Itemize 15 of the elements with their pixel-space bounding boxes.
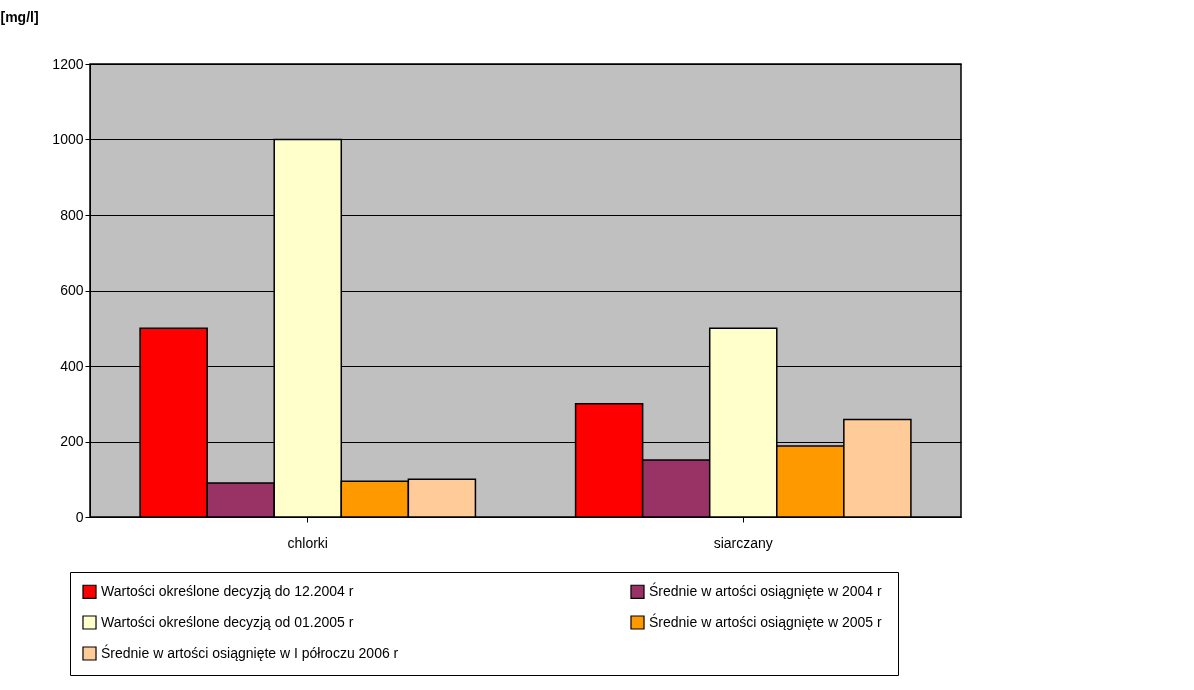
y-tick-label: 1200: [52, 55, 84, 72]
y-tick-label: 600: [60, 282, 84, 298]
legend-label: Wartości określone decyzją od 01.2005 r: [101, 613, 354, 630]
y-tick-label: 400: [60, 357, 84, 374]
y-tick-label: 200: [60, 433, 84, 449]
y-axis-title: [mg/l]: [0, 8, 39, 25]
y-tick-label: 1000: [52, 131, 84, 147]
y-tick-label: 0: [75, 508, 84, 525]
legend-label: Średnie w artości osiągnięte w 2005 r: [649, 612, 883, 630]
legend-label: Średnie w artości osiągnięte w I półroczu 2006 r: [101, 643, 399, 661]
x-tick-label: siarczany: [713, 534, 773, 551]
y-tick-label: 800: [60, 206, 84, 223]
x-tick-label: chlorki: [287, 534, 328, 551]
legend-label: Wartości określone decyzją do 12.2004 r: [101, 582, 354, 599]
legend-label: Średnie w artości osiągnięte w 2004 r: [649, 581, 883, 599]
